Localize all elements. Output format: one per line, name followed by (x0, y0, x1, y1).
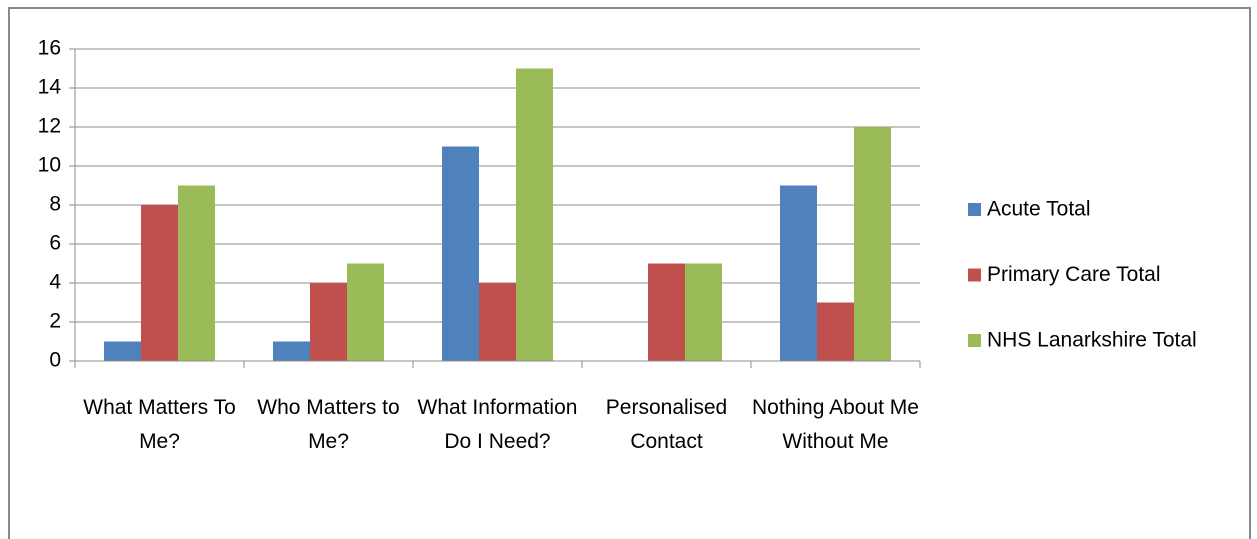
legend-label: NHS Lanarkshire Total (987, 329, 1197, 352)
legend-label: Acute Total (987, 198, 1091, 221)
bar (347, 263, 384, 361)
legend-swatch (968, 334, 981, 347)
bar (516, 68, 553, 361)
bar (273, 341, 310, 361)
bar (780, 185, 817, 361)
bar (648, 263, 685, 361)
x-tick-label: What Information Do I Need? (417, 396, 578, 453)
x-tick-label: Nothing About Me Without Me (752, 396, 919, 453)
bar (854, 127, 891, 361)
y-tick-label: 6 (49, 232, 61, 255)
y-tick-label: 8 (49, 193, 61, 216)
bar (310, 283, 347, 361)
x-tick-label: Who Matters to Me? (257, 396, 400, 453)
chart-border (8, 7, 1251, 539)
legend-label: Primary Care Total (987, 263, 1161, 286)
bar (685, 263, 722, 361)
bar (479, 283, 516, 361)
x-tick-label: Personalised Contact (605, 396, 728, 453)
bar (178, 185, 215, 361)
bar (442, 146, 479, 361)
y-tick-label: 2 (49, 310, 61, 333)
bar (817, 302, 854, 361)
bar (104, 341, 141, 361)
y-tick-label: 16 (38, 37, 61, 60)
y-tick-label: 10 (38, 154, 61, 177)
y-tick-label: 14 (38, 76, 62, 99)
bar (141, 205, 178, 361)
x-tick-label: What Matters To Me? (83, 396, 236, 453)
y-tick-label: 12 (38, 115, 61, 138)
legend-swatch (968, 268, 981, 282)
y-tick-label: 4 (49, 271, 61, 294)
y-tick-label: 0 (49, 349, 61, 372)
legend-swatch (968, 203, 981, 216)
